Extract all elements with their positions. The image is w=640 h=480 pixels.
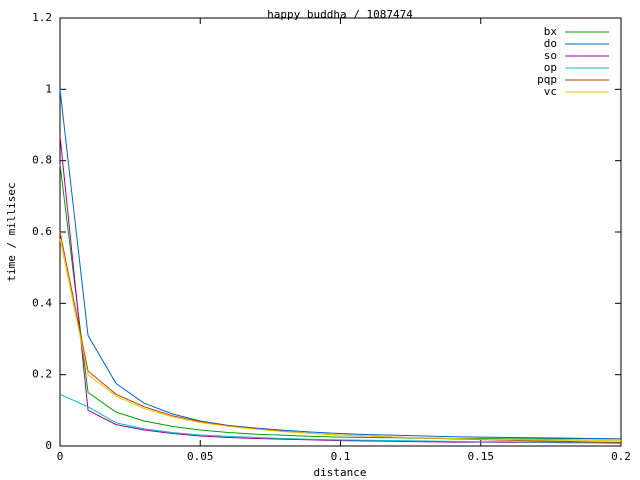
y-tick-label: 0: [45, 439, 52, 452]
legend-label: bx: [544, 25, 558, 38]
legend-label: pqp: [537, 73, 557, 86]
series-line: [59, 393, 621, 443]
y-tick-label: 1: [45, 82, 52, 95]
series-line: [59, 89, 622, 440]
legend-label: vc: [544, 85, 557, 98]
x-tick-label: 0.2: [611, 450, 631, 463]
y-tick-label: 0.2: [32, 368, 52, 381]
legend-label: do: [544, 37, 557, 50]
y-tick-label: 0.4: [32, 296, 52, 309]
y-tick-label: 0.8: [32, 154, 52, 167]
x-tick-label: 0.15: [468, 450, 495, 463]
series-line: [59, 239, 621, 442]
y-axis-label: time / millisec: [5, 182, 18, 281]
x-tick-label: 0.1: [331, 450, 351, 463]
y-tick-label: 1.2: [32, 11, 52, 24]
x-tick-label: 0: [57, 450, 64, 463]
legend-label: op: [544, 61, 557, 74]
series-line: [59, 164, 621, 440]
x-axis-label: distance: [314, 466, 367, 479]
legend-label: so: [544, 49, 557, 62]
x-tick-label: 0.05: [187, 450, 214, 463]
y-tick-label: 0.6: [32, 225, 52, 238]
